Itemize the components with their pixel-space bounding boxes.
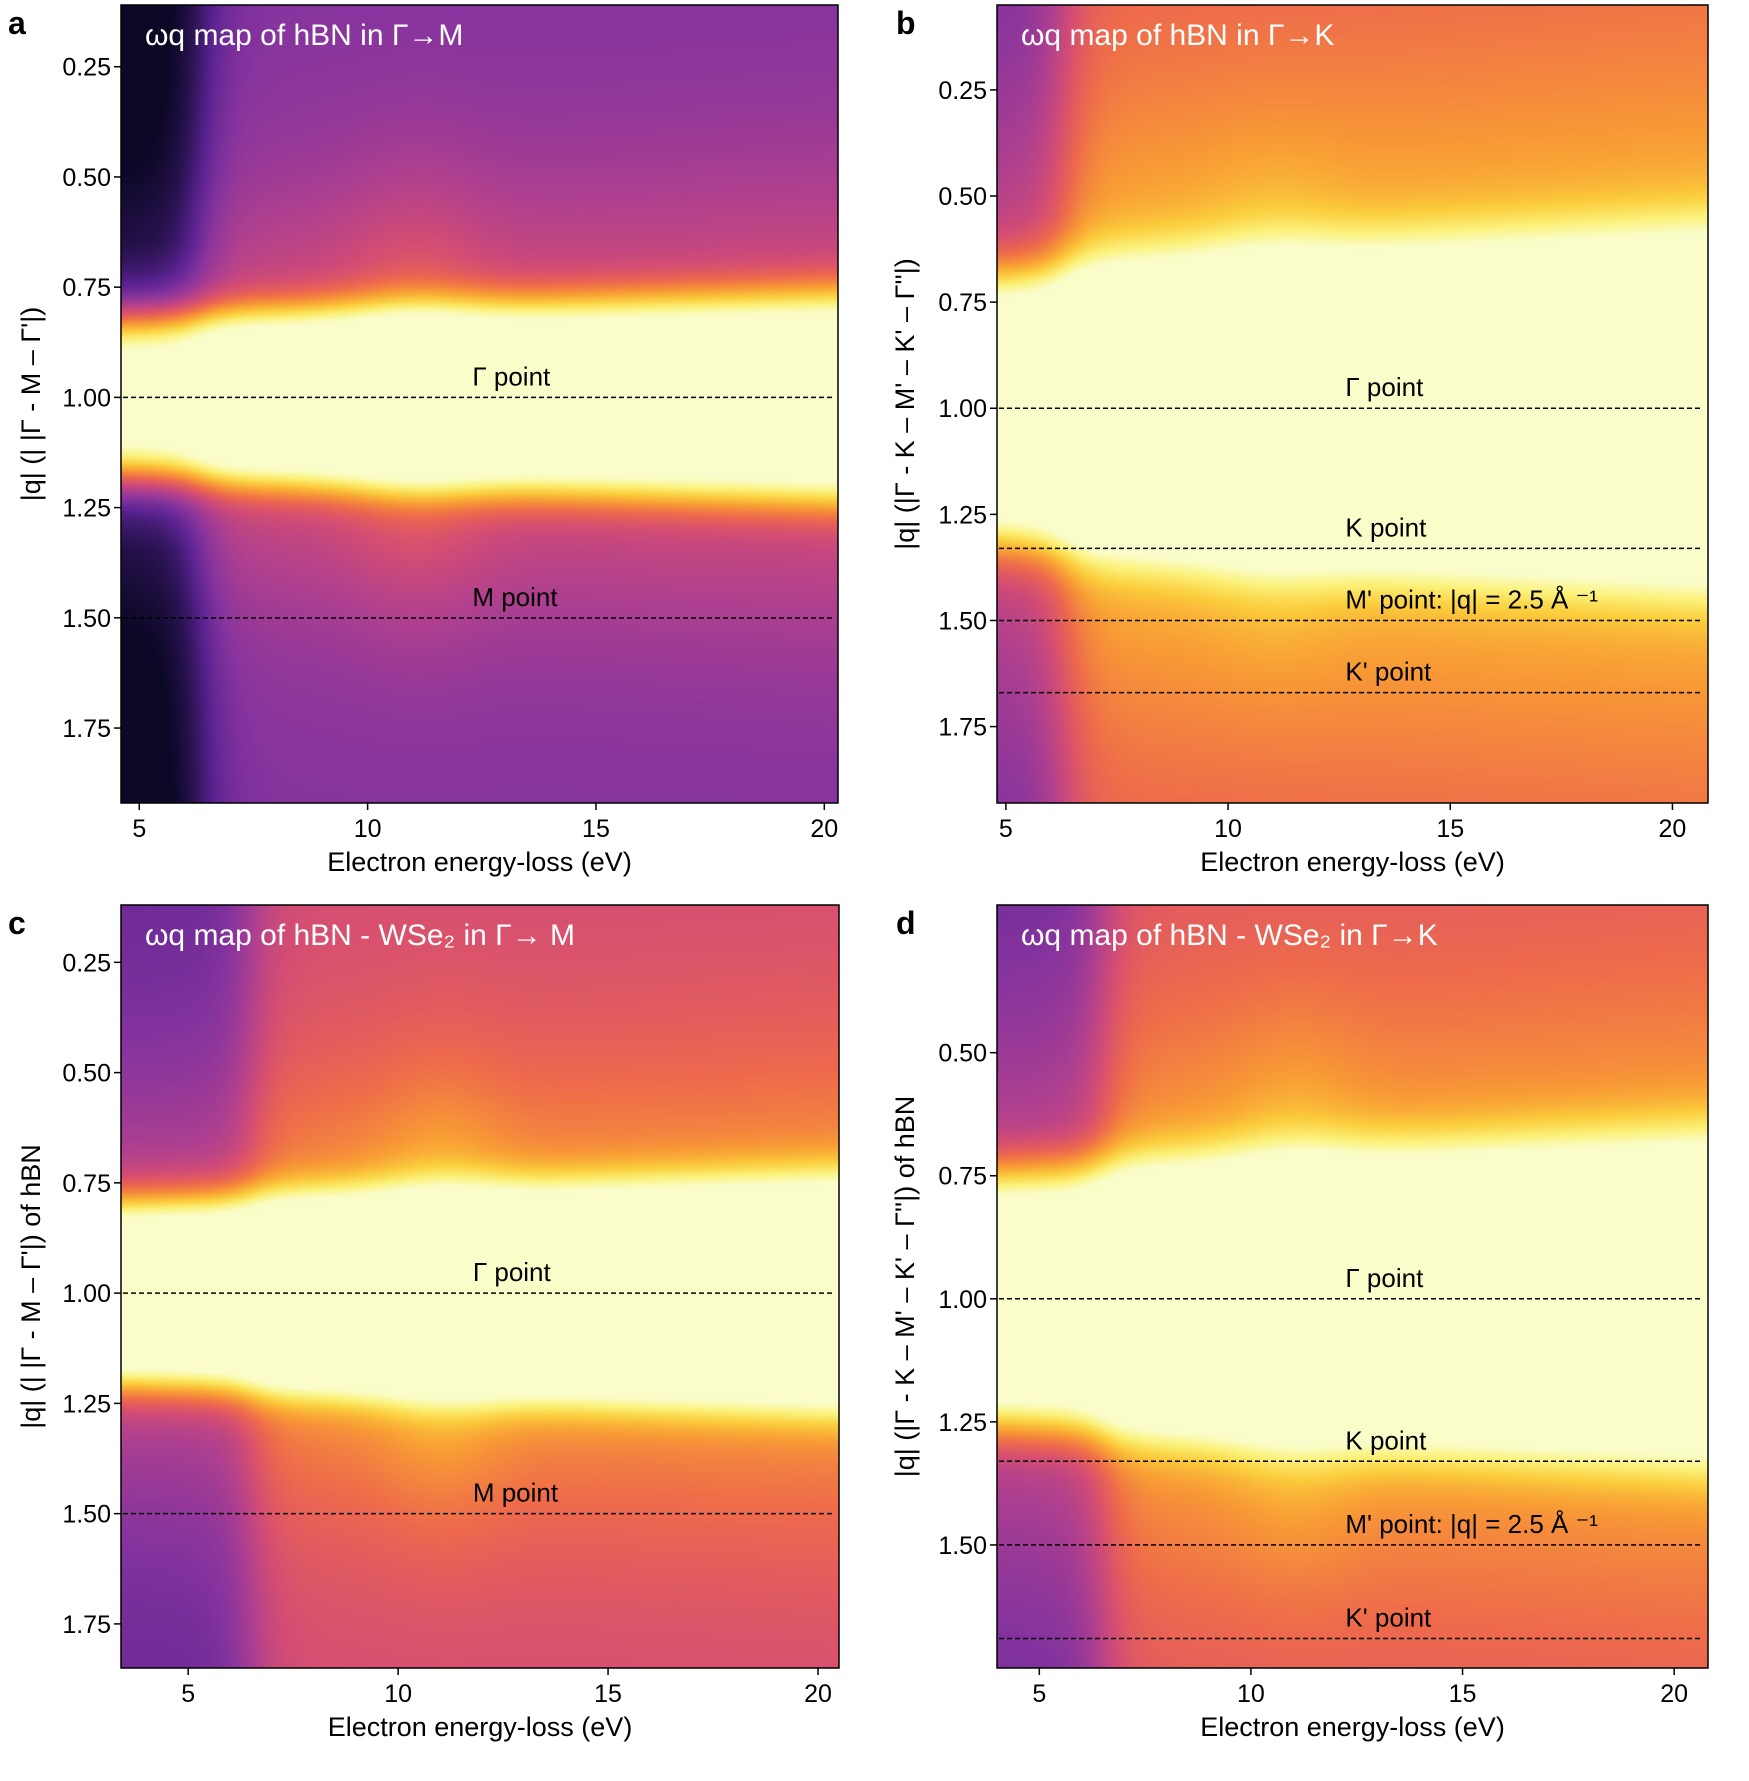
marker-label: M' point: |q| = 2.5 Å ⁻¹ [1345, 584, 1598, 614]
y-tick-label: 0.75 [938, 1163, 987, 1191]
y-tick-label: 0.25 [62, 949, 111, 977]
y-tick-label: 0.25 [938, 77, 987, 105]
marker-label: M' point: |q| = 2.5 Å ⁻¹ [1345, 1509, 1598, 1539]
heatmap-d: ωq map of hBN - WSe₂ in Γ→K Γ point K poin… [890, 904, 1709, 1742]
x-tick-label: 20 [1659, 815, 1687, 843]
x-tick-label: 20 [804, 1680, 832, 1708]
y-tick-label: 0.25 [62, 54, 111, 82]
x-tick-label: 15 [1449, 1680, 1477, 1708]
x-tick-label: 10 [1237, 1680, 1265, 1708]
y-tick-label: 1.00 [62, 384, 111, 412]
y-tick-label: 1.50 [938, 607, 987, 635]
y-tick-label: 1.25 [938, 1409, 987, 1437]
heatmap-image [997, 905, 1708, 1668]
panel-a: a ωq map of hBN in Γ→M Γ point M point 0.25 0… [0, 0, 874, 880]
x-axis-label: Electron energy-loss (eV) [1200, 847, 1505, 877]
panel-b: b ωq map of hBN in Γ→K Γ point K point M' po… [874, 0, 1748, 880]
x-tick-label: 5 [181, 1680, 195, 1708]
x-tick-label: 15 [1436, 815, 1464, 843]
y-axis-label: |q| (| |Γ - M – Γ'|) of hBN [16, 1144, 46, 1429]
y-tick-label: 1.00 [938, 1286, 987, 1314]
chart-title: ωq map of hBN in Γ→K [1021, 19, 1334, 52]
y-tick-label: 0.75 [938, 289, 987, 317]
y-tick-label: 1.75 [938, 714, 987, 742]
x-axis-label: Electron energy-loss (eV) [1200, 1712, 1505, 1742]
x-axis-label: Electron energy-loss (eV) [327, 847, 632, 877]
y-tick-label: 1.25 [938, 501, 987, 529]
plot-frame [996, 4, 1709, 804]
chart-title: ωq map of hBN - WSe₂ in Γ→ M [145, 919, 575, 952]
x-tick-label: 10 [384, 1680, 412, 1708]
x-tick-label: 10 [1214, 815, 1242, 843]
marker-label: M point [473, 1478, 559, 1508]
x-axis-label: Electron energy-loss (eV) [328, 1712, 633, 1742]
plot-frame [120, 4, 839, 804]
x-tick-label: 15 [594, 1680, 622, 1708]
marker-label: Γ point [473, 1257, 552, 1287]
heatmap-image [121, 905, 839, 1668]
y-tick-label: 1.00 [938, 395, 987, 423]
x-tick-label: 10 [354, 815, 382, 843]
x-tick-label: 5 [1032, 1680, 1046, 1708]
y-tick-label: 0.50 [62, 164, 111, 192]
panel-letter: c [8, 905, 26, 941]
heatmap-a: ωq map of hBN in Γ→M Γ point M point 0.25 0.… [16, 4, 839, 877]
marker-label: K' point [1345, 1602, 1432, 1632]
marker-label: M point [472, 582, 558, 612]
y-tick-label: 1.50 [62, 1501, 111, 1529]
chart-title: ωq map of hBN in Γ→M [145, 19, 463, 52]
x-tick-label: 5 [132, 815, 146, 843]
panel-d: d ωq map of hBN - WSe₂ in Γ→K Γ point K poi… [874, 900, 1748, 1780]
y-tick-label: 0.75 [62, 1170, 111, 1198]
y-axis-label: |q| (|Γ - K – M' – K' – Γ''|) [890, 258, 920, 549]
x-tick-label: 15 [582, 815, 610, 843]
y-tick-label: 1.00 [62, 1280, 111, 1308]
y-tick-label: 1.75 [62, 1611, 111, 1639]
marker-label: Γ point [1345, 372, 1424, 402]
y-tick-label: 1.75 [62, 715, 111, 743]
x-tick-label: 20 [810, 815, 838, 843]
panel-letter: a [8, 5, 26, 41]
panel-letter: d [896, 905, 916, 941]
y-tick-label: 1.25 [62, 1390, 111, 1418]
y-tick-label: 0.50 [938, 183, 987, 211]
y-axis-label: |q| (|Γ - K – M' – K' – Γ''|) of hBN [890, 1096, 920, 1478]
marker-label: K' point [1345, 657, 1432, 687]
heatmap-image [121, 5, 838, 803]
heatmap-c: ωq map of hBN - WSe₂ in Γ→ M Γ point M poi… [16, 904, 840, 1742]
x-tick-label: 20 [1660, 1680, 1688, 1708]
marker-label: Γ point [472, 361, 551, 391]
y-tick-label: 1.50 [938, 1532, 987, 1560]
heatmap-b: ωq map of hBN in Γ→K Γ point K point M' poi… [890, 4, 1709, 877]
heatmap-image [997, 5, 1708, 803]
marker-label: K point [1345, 1425, 1427, 1455]
y-tick-label: 0.50 [938, 1040, 987, 1068]
x-tick-label: 5 [999, 815, 1013, 843]
y-tick-label: 1.50 [62, 605, 111, 633]
plot-frame [120, 904, 840, 1669]
y-tick-label: 1.25 [62, 495, 111, 523]
y-axis-label: |q| (| |Γ - M – Γ'|) [16, 307, 46, 501]
y-tick-label: 0.75 [62, 274, 111, 302]
panel-letter: b [896, 5, 916, 41]
marker-label: K point [1345, 512, 1427, 542]
y-tick-label: 0.50 [62, 1060, 111, 1088]
chart-title: ωq map of hBN - WSe₂ in Γ→K [1021, 919, 1438, 952]
plot-frame [996, 904, 1709, 1669]
marker-label: Γ point [1345, 1263, 1424, 1293]
panel-c: c ωq map of hBN - WSe₂ in Γ→ M Γ point M po… [0, 900, 874, 1780]
